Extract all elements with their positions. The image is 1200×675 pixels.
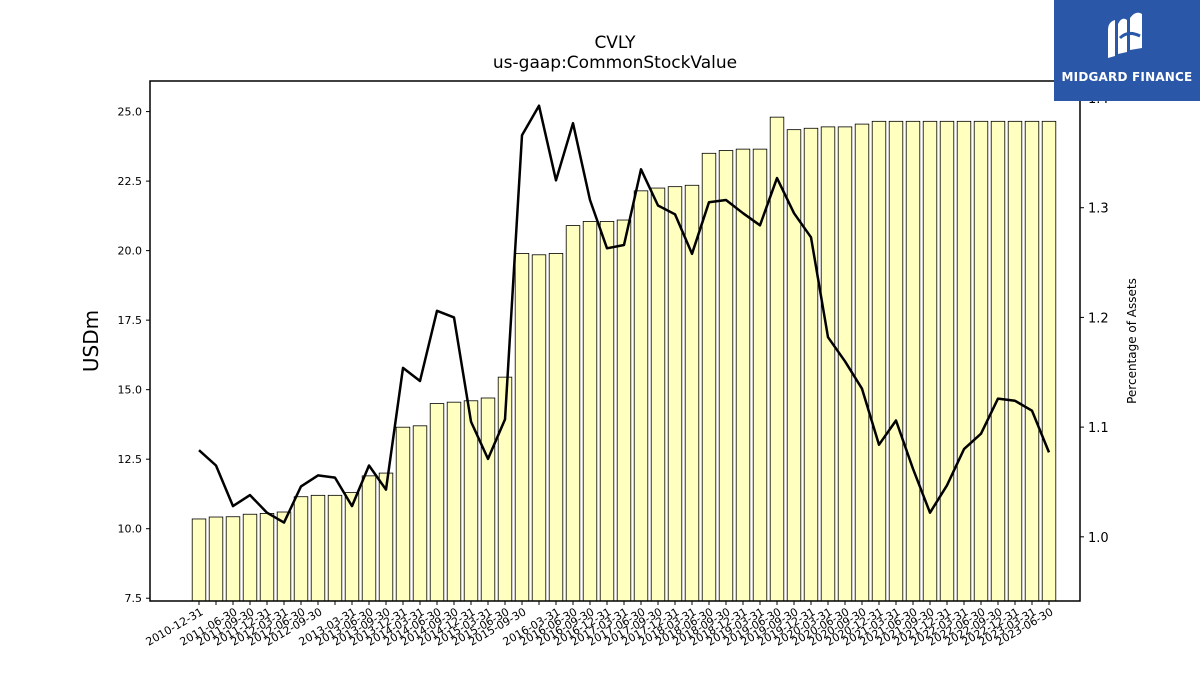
- left-tick-label: 22.5: [118, 175, 143, 188]
- right-tick-label: 1.3: [1088, 202, 1109, 217]
- bar: [242, 513, 258, 602]
- bar: [871, 120, 887, 602]
- left-axis: 7.5 10.0 12.5 15.0 17.5 20.0 22.5 25.0: [118, 106, 150, 605]
- left-tick-label: 25.0: [118, 106, 143, 119]
- bar: [259, 513, 275, 602]
- bar: [412, 425, 428, 602]
- chart-subtitle: us-gaap:CommonStockValue: [493, 53, 737, 73]
- bar: [854, 123, 870, 602]
- bar: [565, 225, 581, 602]
- bar: [327, 494, 343, 602]
- left-tick-label: 15.0: [118, 384, 143, 397]
- right-tick-label: 1.0: [1088, 531, 1109, 546]
- bar: [395, 426, 411, 602]
- left-tick-label: 10.0: [118, 523, 143, 536]
- bar: [752, 148, 768, 602]
- bar: [820, 126, 836, 602]
- series-line: [198, 104, 1051, 524]
- bar: [616, 219, 632, 602]
- logo-text: MIDGARD FINANCE: [1061, 70, 1193, 84]
- bar: [718, 150, 734, 602]
- bar: [939, 120, 955, 602]
- left-tick-label: 12.5: [118, 453, 143, 466]
- bar: [990, 120, 1006, 602]
- left-tick-label: 20.0: [118, 245, 143, 258]
- bar: [208, 516, 224, 602]
- chart-title: CVLY: [594, 33, 636, 53]
- plot-frame: [149, 80, 1081, 602]
- bar: [191, 518, 207, 602]
- bar: [361, 475, 377, 602]
- right-tick-label: 1.2: [1088, 311, 1109, 326]
- bar: [905, 120, 921, 602]
- logo: MIDGARD FINANCE: [1054, 0, 1200, 101]
- bar: [837, 126, 853, 602]
- bar: [310, 494, 326, 602]
- bar-series: [191, 116, 1057, 602]
- bar: [344, 492, 360, 602]
- bar: [1041, 120, 1057, 602]
- bar: [599, 221, 615, 602]
- bar: [514, 253, 530, 602]
- bar: [888, 120, 904, 602]
- bar: [429, 403, 445, 602]
- bar: [531, 254, 547, 602]
- left-tick-label: 7.5: [125, 592, 143, 605]
- line-series: [198, 104, 1051, 524]
- bar: [786, 129, 802, 602]
- midgard-logo-icon: [1108, 12, 1142, 58]
- left-tick-label: 17.5: [118, 314, 143, 327]
- bar: [225, 516, 241, 602]
- bar: [480, 397, 496, 602]
- bar: [684, 184, 700, 602]
- bar: [276, 511, 292, 602]
- bar: [667, 186, 683, 602]
- bar: [378, 472, 394, 602]
- bar: [922, 120, 938, 602]
- left-axis-label: USDm: [79, 310, 103, 372]
- bar: [1024, 120, 1040, 602]
- bar: [446, 401, 462, 602]
- bar: [548, 253, 564, 602]
- bar: [293, 496, 309, 602]
- right-axis-label: Percentage of Assets: [1125, 278, 1139, 404]
- right-axis: 1.01.11.21.31.4: [1080, 92, 1109, 546]
- right-tick-label: 1.1: [1088, 421, 1109, 436]
- bar: [973, 120, 989, 602]
- bar: [803, 127, 819, 602]
- bar: [1007, 120, 1023, 602]
- bar: [633, 190, 649, 602]
- bar: [650, 187, 666, 602]
- x-axis: 2010-12-312011-06-302011-09-302011-12-31…: [144, 601, 1056, 649]
- bar: [582, 221, 598, 602]
- bar: [956, 120, 972, 602]
